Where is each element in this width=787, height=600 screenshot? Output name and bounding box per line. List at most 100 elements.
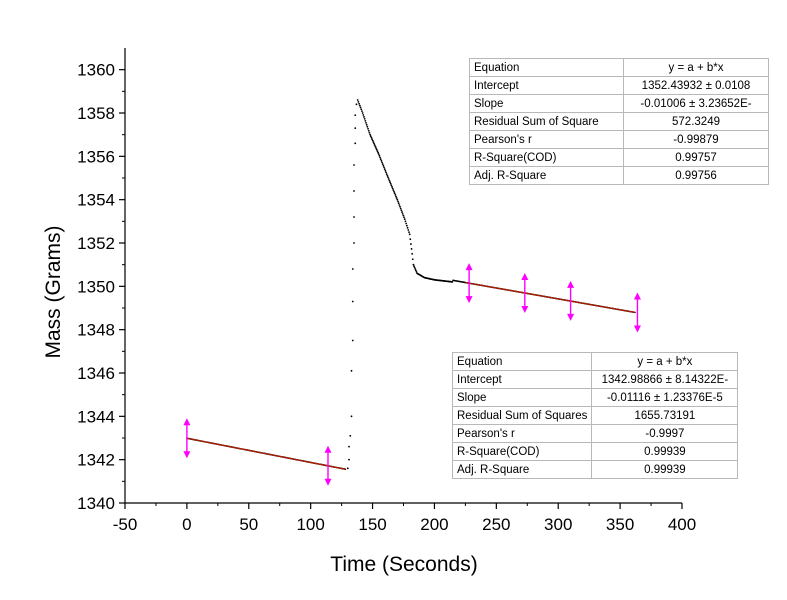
data-point — [398, 204, 401, 206]
table-row: Intercept 1352.43932 ± 0.0108 — [469, 76, 769, 95]
data-point — [405, 222, 408, 225]
data-point — [361, 110, 363, 113]
data-point — [356, 99, 359, 101]
table-cell-label: R-Square(COD) — [469, 148, 624, 167]
range-marker-arrow-down — [465, 296, 473, 304]
data-point — [390, 184, 393, 187]
data-point — [408, 233, 411, 236]
data-point — [386, 174, 389, 177]
data-point — [395, 195, 397, 198]
plot-area — [183, 99, 641, 486]
data-point — [362, 114, 365, 116]
table-row: Adj. R-Square 0.99939 — [451, 460, 739, 479]
data-point — [373, 144, 376, 147]
data-point — [379, 158, 382, 161]
series-decay-curve — [356, 99, 454, 283]
x-tick-label: 0 — [182, 515, 191, 534]
table-cell-value: 0.99939 — [591, 442, 739, 461]
x-tick-label: 400 — [668, 515, 696, 534]
y-tick-label: 1352 — [77, 234, 115, 253]
table-row: Equation y = a + b*x — [451, 352, 739, 371]
table-row: R-Square(COD) 0.99939 — [451, 442, 739, 461]
data-point — [394, 194, 397, 196]
data-point — [366, 125, 369, 128]
data-point — [389, 182, 392, 185]
data-point — [373, 142, 375, 145]
y-tick-label: 1350 — [77, 277, 115, 296]
data-point — [414, 269, 417, 272]
range-marker — [567, 280, 575, 321]
data-point — [349, 434, 352, 437]
fit-line — [186, 437, 346, 470]
fit-line — [465, 281, 636, 314]
range-marker — [465, 263, 473, 304]
x-tick-label: 50 — [239, 515, 258, 534]
table-cell-label: Intercept — [469, 76, 624, 95]
data-point — [414, 268, 417, 270]
y-tick-label: 1348 — [77, 321, 115, 340]
data-point — [397, 202, 400, 205]
data-point — [400, 209, 403, 212]
range-marker-arrow-down — [324, 478, 332, 486]
data-point — [393, 190, 395, 193]
data-point — [415, 270, 418, 273]
data-point — [391, 187, 394, 190]
x-tick-label: -50 — [113, 515, 138, 534]
data-point — [363, 116, 365, 118]
series-jump-points — [346, 103, 358, 470]
data-point — [411, 252, 414, 255]
range-marker-arrow-up — [521, 273, 529, 281]
table-cell-value: y = a + b*x — [591, 352, 739, 371]
data-point — [371, 139, 374, 142]
data-point — [408, 231, 410, 234]
data-point — [378, 154, 381, 157]
table-cell-label: Slope — [469, 94, 624, 113]
data-point — [354, 142, 357, 145]
data-point — [354, 127, 357, 130]
table-cell-label: R-Square(COD) — [451, 442, 593, 461]
data-point — [403, 218, 406, 221]
data-point — [391, 186, 393, 188]
table-cell-value: -0.99879 — [623, 130, 769, 149]
data-point — [348, 458, 350, 461]
data-point — [355, 103, 358, 106]
range-marker-arrow-up — [324, 445, 332, 453]
fit-table-bottom: Equation y = a + b*x Intercept 1342.98866 … — [451, 352, 739, 479]
data-point — [385, 173, 388, 176]
data-point — [350, 415, 353, 418]
data-point — [375, 147, 377, 150]
data-point — [404, 220, 407, 223]
data-point — [387, 176, 389, 179]
x-tick-label: 300 — [544, 515, 572, 534]
data-point — [383, 168, 386, 171]
data-point — [371, 138, 373, 141]
table-cell-value: 1655.73191 — [591, 406, 739, 425]
data-point — [368, 131, 371, 134]
data-point — [388, 179, 391, 182]
data-point — [396, 198, 399, 201]
data-point — [353, 216, 355, 218]
data-point — [361, 112, 364, 114]
range-marker — [521, 273, 529, 314]
data-point — [369, 133, 371, 136]
data-point — [351, 339, 354, 342]
data-point — [405, 224, 408, 227]
data-point — [367, 127, 369, 130]
table-cell-value: 0.99939 — [591, 460, 739, 479]
table-cell-label: Equation — [451, 352, 593, 371]
table-row: Residual Sum of Square 572.3249 — [469, 112, 769, 131]
y-tick-label: 1340 — [77, 494, 115, 513]
data-point — [353, 242, 355, 244]
fit-table-top: Equation y = a + b*x Intercept 1352.43932 … — [469, 58, 769, 185]
table-cell-label: Adj. R-Square — [451, 460, 593, 479]
data-point — [353, 190, 355, 192]
table-cell-value: 572.3249 — [623, 112, 769, 131]
data-point — [367, 129, 370, 132]
data-point — [354, 114, 357, 117]
table-cell-label: Slope — [451, 388, 593, 407]
data-point — [384, 169, 387, 172]
data-point — [375, 148, 378, 151]
data-point — [387, 178, 390, 180]
data-point — [383, 166, 385, 169]
table-cell-value: -0.01116 ± 1.23376E-5 — [591, 388, 739, 407]
